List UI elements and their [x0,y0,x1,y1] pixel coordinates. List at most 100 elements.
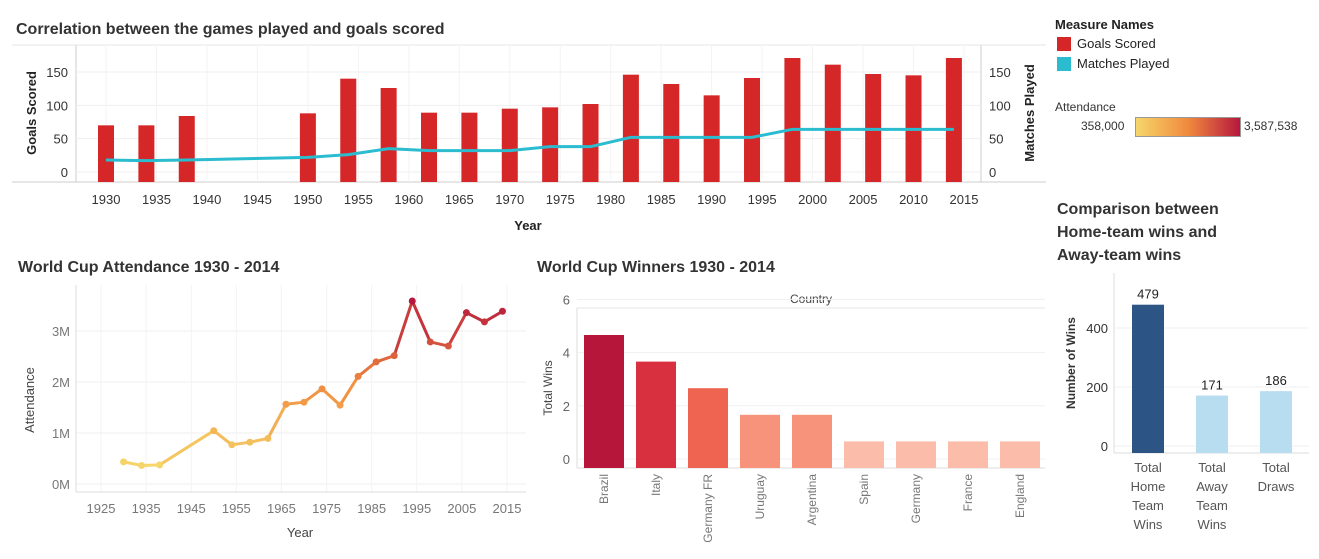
cmp-y-tick: 0 [1101,439,1108,454]
goals-bar [421,112,438,182]
goals-bar [501,108,518,182]
corr-y-tick: 100 [46,98,68,113]
goals-bar [461,112,478,182]
att-x-tick: 1985 [357,501,386,516]
corr-x-tick: 1955 [344,192,373,207]
winners-chart-title: World Cup Winners 1930 - 2014 [537,259,775,276]
cmp-y-tick: 400 [1086,321,1108,336]
goals-bar [178,116,195,182]
att-x-tick: 2015 [493,501,522,516]
attendance-point [480,318,488,326]
winner-bar [688,388,728,468]
attendance-line-segment [212,429,234,447]
corr-x-tick: 1945 [243,192,272,207]
goals-bar [622,74,639,182]
attendance-line-segment [446,311,468,348]
attendance-line-segment [392,299,414,358]
attendance-point [318,385,326,393]
goals-bar [582,104,599,182]
attendance-point [300,398,308,406]
goals-bar [744,78,761,182]
corr-x-label: Year [514,218,541,233]
legend-item-goals[interactable]: Goals Scored [1057,36,1156,51]
winner-bar [948,441,988,468]
legend-item-matches[interactable]: Matches Played [1057,56,1170,71]
corr-x-tick: 2015 [950,192,979,207]
att-x-tick: 1965 [267,501,296,516]
winner-country-label: Germany FR [701,474,715,543]
comparison-bar [1132,304,1164,453]
winner-bar [792,414,832,468]
att-x-tick: 1945 [177,501,206,516]
comparison-value-label: 479 [1137,287,1159,302]
comparison-bar [1196,395,1228,453]
attendance-point [246,438,254,446]
attendance-point [282,400,290,408]
attendance-point [264,434,272,442]
cmp-y-label: Number of Wins [1064,317,1078,409]
winners-y-tick: 6 [563,292,570,307]
attendance-line-segment [266,402,288,440]
attendance-point [138,461,146,469]
attendance-legend-min: 358,000 [1081,119,1125,133]
goals-bar [945,58,962,182]
corr-x-tick: 2005 [849,192,878,207]
attendance-point [462,309,470,317]
corr-x-tick: 1965 [445,192,474,207]
correlation-chart-title: Correlation between the games played and… [16,21,445,38]
winner-country-label: Italy [649,474,663,496]
comparison-category-label: Total [1262,460,1290,475]
corr-y-tick: 50 [54,132,68,147]
attendance-point [354,372,362,380]
goals-bar [663,84,680,182]
corr-y2-tick: 0 [989,165,996,180]
attendance-point [390,352,398,360]
attendance-point [444,342,452,350]
attendance-line-segment [356,360,378,378]
comparison-category-label: Team [1132,498,1164,513]
comparison-category-label: Away [1196,479,1228,494]
goals-bar [299,113,316,182]
attendance-point [426,338,434,346]
attendance-point [156,461,164,469]
attendance-point [120,458,128,466]
winner-bar [584,335,624,468]
legend-label-goals: Goals Scored [1077,36,1156,51]
comparison-category-label: Total [1198,460,1226,475]
corr-x-tick: 2000 [798,192,827,207]
attendance-line-segment [320,387,342,407]
att-y-tick: 1M [52,426,70,441]
cmp-y-tick: 200 [1086,380,1108,395]
goals-bar [824,64,841,182]
att-y-tick: 0M [52,477,70,492]
corr-y2-tick: 150 [989,65,1011,80]
corr-y2-tick: 50 [989,132,1003,147]
att-x-label: Year [287,525,314,540]
winners-y-label: Total Wins [541,360,555,415]
corr-y2-label: Matches Played [1022,64,1037,162]
comparison-category-label: Wins [1198,517,1227,532]
att-x-tick: 1975 [312,501,341,516]
corr-x-tick: 1980 [596,192,625,207]
corr-x-tick: 1985 [647,192,676,207]
comparison-category-label: Total [1134,460,1162,475]
corr-x-tick: 1995 [748,192,777,207]
comparison-category-label: Home [1131,479,1166,494]
goals-bar [138,125,155,182]
att-x-tick: 1925 [87,501,116,516]
corr-x-tick: 1940 [192,192,221,207]
winner-country-label: Germany [909,474,923,523]
comparison-category-label: Wins [1134,517,1163,532]
attendance-point [408,297,416,305]
goals-bar [542,107,559,182]
winners-y-tick: 4 [563,346,570,361]
winner-bar [844,441,884,468]
corr-x-tick: 1960 [394,192,423,207]
attendance-line-segment [302,387,324,404]
attendance-point [336,401,344,409]
corr-y-tick: 0 [61,165,68,180]
winner-bar [740,414,780,468]
winner-bar [896,441,936,468]
attendance-legend-max: 3,587,538 [1244,119,1298,133]
